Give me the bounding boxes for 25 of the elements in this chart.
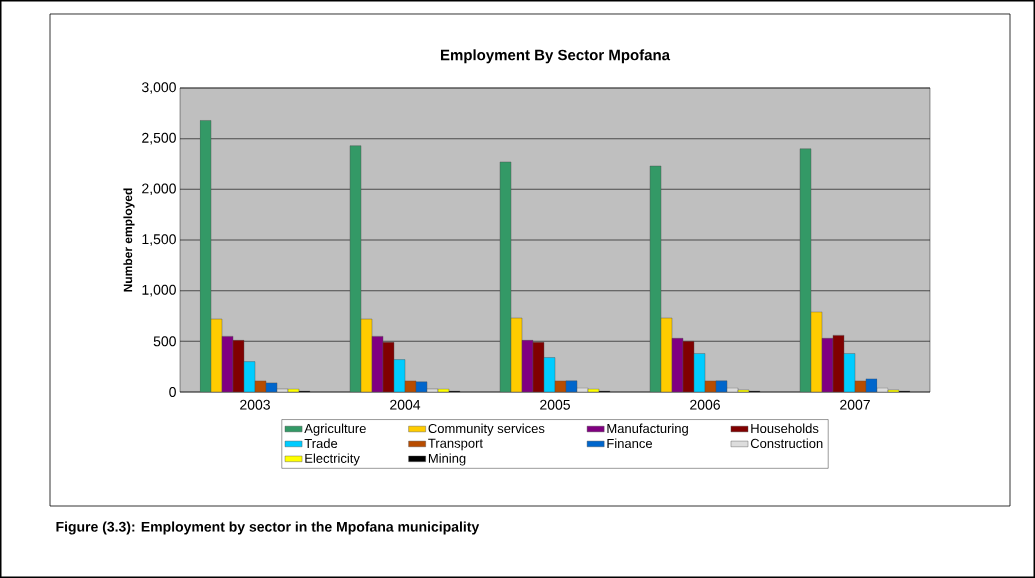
legend-label: Households xyxy=(751,423,819,434)
chart-title: Employment By Sector Mpofana xyxy=(440,49,671,64)
x-tick-label: 2004 xyxy=(390,399,421,410)
legend-label: Mining xyxy=(428,453,466,466)
legend-label: Agriculture xyxy=(304,423,366,436)
x-tick-label: 2003 xyxy=(240,399,270,410)
legend-label: Manufacturing xyxy=(607,423,688,436)
x-tick-label: 2005 xyxy=(540,399,570,410)
legend-label: Finance xyxy=(607,438,653,449)
x-tick-label: 2007 xyxy=(840,399,870,410)
legend-label: Community services xyxy=(428,423,545,436)
y-tick-label: 2,000 xyxy=(142,183,176,196)
x-tick-label: 2006 xyxy=(690,399,720,410)
y-tick-label: 3,000 xyxy=(141,82,176,94)
legend-label: Construction xyxy=(750,438,823,449)
y-tick-label: 2,500 xyxy=(142,132,176,145)
y-tick-label: 1,500 xyxy=(142,234,176,246)
y-tick-label: 0 xyxy=(169,387,176,397)
legend-label: Electricity xyxy=(305,453,360,466)
legend-label: Trade xyxy=(304,438,338,449)
legend-label: Transport xyxy=(428,438,483,451)
text: Figure (3.3): Employment by sector in the Mpofana municipality xyxy=(56,521,480,535)
y-axis-title: Number employed xyxy=(123,188,135,292)
y-tick-label: 500 xyxy=(153,336,176,347)
y-tick-label: 1,000 xyxy=(142,284,176,297)
